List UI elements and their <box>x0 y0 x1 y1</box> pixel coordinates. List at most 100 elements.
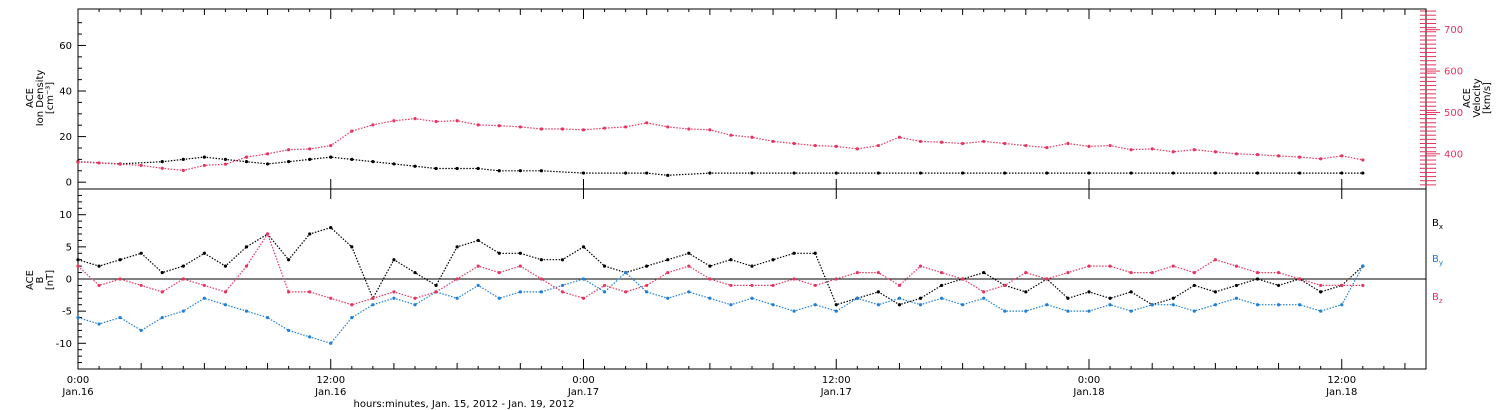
series-trace <box>77 232 1363 306</box>
data-point <box>560 127 565 131</box>
data-point <box>287 290 291 294</box>
data-point <box>1087 171 1091 175</box>
data-point <box>329 155 333 159</box>
data-point <box>1234 152 1239 156</box>
series-trace <box>77 156 1363 176</box>
data-point <box>834 144 838 148</box>
date-tick-label: Jan.17 <box>567 387 599 398</box>
field-axis-label-line2: B <box>35 276 46 283</box>
data-point <box>1213 150 1217 154</box>
data-point <box>392 162 396 166</box>
velocity-tick-label: 400 <box>1444 149 1463 160</box>
data-point <box>1298 155 1302 159</box>
data-point <box>350 157 354 161</box>
velocity-axis-label-line2: Velocity <box>1472 78 1483 117</box>
series-trace <box>77 265 1364 344</box>
field-axis-label-line3: [nT] <box>45 270 56 290</box>
plasma-panel-frame <box>77 8 1427 190</box>
series-bx <box>76 225 1365 307</box>
data-point <box>1045 146 1049 150</box>
data-point <box>476 166 480 171</box>
data-point <box>855 147 859 151</box>
field-tick-label: 5 <box>66 242 72 253</box>
density-tick-label: 60 <box>59 41 72 52</box>
field-tick-label: 0 <box>66 275 72 286</box>
field-tick-label: -10 <box>56 339 72 350</box>
data-point <box>939 140 944 144</box>
data-point <box>1340 154 1344 158</box>
data-point <box>1361 283 1365 288</box>
data-point <box>581 128 586 132</box>
velocity-tick-label: 600 <box>1444 67 1463 78</box>
date-tick-label: Jan.18 <box>1325 387 1357 398</box>
date-tick-label: Jan.16 <box>61 387 93 398</box>
density-axis: 0 20 40 60 <box>59 22 86 189</box>
date-tick-label: Jan.18 <box>1072 387 1104 398</box>
data-point <box>750 283 754 288</box>
plasma-series <box>76 117 1365 177</box>
data-point <box>455 166 459 171</box>
data-point <box>771 139 775 144</box>
data-point <box>1276 303 1281 307</box>
data-point <box>539 127 543 131</box>
data-point <box>961 141 965 146</box>
data-point <box>1361 264 1365 268</box>
data-point <box>518 125 522 129</box>
velocity-tick-label: 500 <box>1444 108 1463 119</box>
data-point <box>434 166 438 171</box>
time-tick-label: 12:00 <box>316 375 345 386</box>
data-point <box>1255 153 1260 157</box>
legend-bx: Bx <box>1432 218 1443 231</box>
data-point <box>1276 154 1281 158</box>
data-point <box>1213 171 1217 175</box>
velocity-axis-label-line1: ACE <box>1462 88 1473 108</box>
data-point <box>1319 157 1323 161</box>
density-axis-label-line2: Ion Density <box>35 70 46 127</box>
series-bz <box>76 232 1365 307</box>
density-tick-label: 20 <box>59 132 72 143</box>
data-point <box>518 290 522 294</box>
time-axis: 0:00Jan.1612:00Jan.160:00Jan.1712:00Jan.… <box>61 9 1427 398</box>
density-tick-label: 0 <box>66 178 72 189</box>
data-point <box>1108 264 1112 268</box>
data-point <box>1171 171 1175 175</box>
field-legend: Bx By Bz <box>1432 218 1443 305</box>
data-point <box>918 139 923 144</box>
field-axis: -10 -5 0 5 10 <box>56 194 1426 364</box>
series-ion-density <box>76 155 1365 177</box>
data-point <box>602 126 607 130</box>
field-axis-label-line1: ACE <box>25 270 36 290</box>
data-point <box>1276 270 1281 275</box>
series-by <box>76 264 1365 345</box>
data-point <box>308 157 312 161</box>
data-point <box>792 251 796 255</box>
density-tick-label: 40 <box>59 87 72 98</box>
date-tick-label: Jan.17 <box>820 387 852 398</box>
data-point <box>918 171 923 175</box>
data-point <box>1003 141 1007 146</box>
velocity-axis: 400 500 600 700 <box>1420 10 1463 186</box>
data-point <box>413 164 417 168</box>
data-point <box>1171 150 1175 154</box>
legend-bz: Bz <box>1432 292 1443 305</box>
time-tick-label: 0:00 <box>67 375 89 386</box>
time-tick-label: 12:00 <box>1327 375 1356 386</box>
data-point <box>729 283 733 288</box>
data-point <box>371 160 375 164</box>
time-tick-label: 0:00 <box>572 375 594 386</box>
data-point <box>1024 143 1028 148</box>
data-point <box>1045 171 1049 175</box>
data-point <box>1361 158 1365 162</box>
data-point <box>982 139 986 144</box>
series-velocity <box>76 117 1365 172</box>
series-trace <box>77 118 1363 172</box>
field-series <box>76 225 1365 345</box>
data-point <box>497 251 501 255</box>
density-axis-label-line1: ACE <box>25 88 36 108</box>
data-point <box>1361 171 1365 175</box>
data-point <box>961 171 965 175</box>
data-point <box>813 143 817 148</box>
data-point <box>1340 171 1344 175</box>
date-tick-label: Jan.16 <box>314 387 346 398</box>
